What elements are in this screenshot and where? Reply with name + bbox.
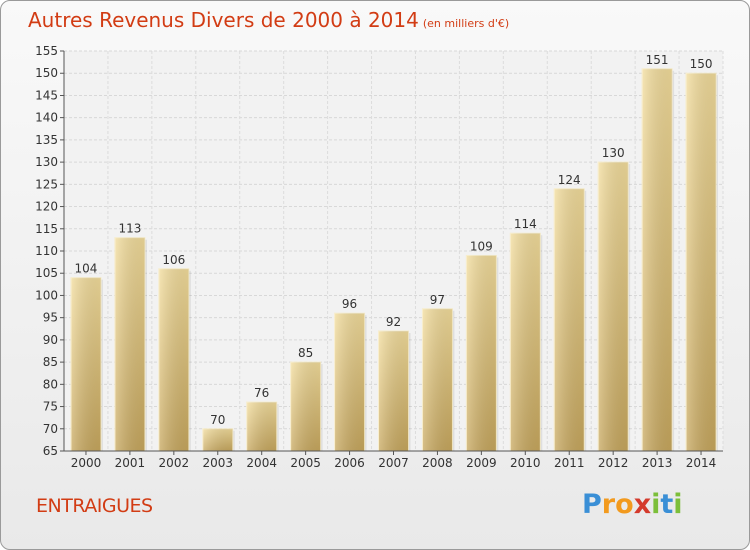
chart-title-text: Autres Revenus Divers de 2000 à 2014 [28,8,419,32]
y-tick-label: 140 [35,111,58,125]
bar-highlight [598,162,629,451]
logo-letter: r [601,489,616,520]
data-label-2009: 109 [470,239,493,253]
axis-layer: 65 70 75 80 85 90 95 100 105 110 115 120 125 130 135 14… [35,44,723,470]
bar-highlight [158,268,189,451]
y-tick-label: 85 [43,355,58,369]
y-tick-label: 135 [35,133,58,147]
logo-letter: i [673,489,683,520]
data-label-2007: 92 [386,315,401,329]
logo-letter: o [615,489,634,520]
place-name: ENTRAIGUES [36,495,153,517]
bar-highlight [70,277,101,451]
data-label-2006: 96 [342,297,357,311]
y-tick-label: 65 [43,444,58,458]
x-tick-label-2006: 2006 [334,456,365,470]
x-tick-label-2007: 2007 [378,456,409,470]
y-tick-label: 90 [43,333,58,347]
data-label-2010: 114 [514,217,537,231]
bar-highlight [114,237,145,451]
data-label-2001: 113 [118,222,141,236]
x-tick-label-2012: 2012 [598,456,629,470]
bar-highlight [422,308,453,451]
data-label-2005: 85 [298,346,313,360]
x-tick-label-2003: 2003 [202,456,233,470]
data-label-2012: 130 [602,146,625,160]
data-label-2003: 70 [210,413,225,427]
data-label-2011: 124 [558,173,581,187]
logo-letter: t [660,489,674,520]
chart-subtitle: (en milliers d'€) [422,17,510,30]
y-tick-label: 150 [35,66,58,80]
y-tick-label: 145 [35,88,58,102]
bar-highlight [466,255,497,451]
y-tick-label: 100 [35,288,58,302]
x-tick-label-2008: 2008 [422,456,453,470]
x-tick-label-2009: 2009 [466,456,497,470]
y-tick-label: 70 [43,422,58,436]
data-label-2004: 76 [254,386,269,400]
bar-highlight [378,331,409,451]
y-tick-label: 120 [35,200,58,214]
y-tick-label: 155 [35,44,58,58]
x-tick-label-2001: 2001 [115,456,146,470]
y-tick-label: 75 [43,400,58,414]
data-label-2014: 150 [690,57,713,71]
logo-letter: x [633,489,652,520]
x-tick-label-2013: 2013 [642,456,673,470]
x-tick-label-2000: 2000 [71,456,102,470]
data-label-2008: 97 [430,293,445,307]
x-tick-label-2004: 2004 [246,456,277,470]
y-tick-label: 95 [43,311,58,325]
data-label-2002: 106 [162,253,185,267]
bar-highlight [246,402,277,451]
y-tick-label: 115 [35,222,58,236]
x-tick-label-2014: 2014 [686,456,717,470]
y-tick-label: 80 [43,377,58,391]
x-tick-label-2010: 2010 [510,456,541,470]
chart-title: Autres Revenus Divers de 2000 à 2014 (en … [28,8,509,32]
y-tick-label: 105 [35,266,58,280]
bar-highlight [642,68,673,452]
logo-letter: P [582,489,602,520]
data-label-2000: 104 [75,262,98,276]
proxiti-logo: Proxiti [582,489,683,520]
y-tick-label: 125 [35,177,58,191]
bar-highlight [686,73,717,451]
x-tick-label-2002: 2002 [159,456,190,470]
bar-highlight [290,362,321,451]
data-label-2013: 151 [646,53,669,67]
bar-highlight [510,233,541,451]
y-tick-label: 130 [35,155,58,169]
bar-highlight [202,428,233,451]
x-tick-label-2005: 2005 [290,456,321,470]
logo-letter: i [651,489,661,520]
y-tick-label: 110 [35,244,58,258]
x-tick-label-2011: 2011 [554,456,585,470]
bar-highlight [554,188,585,451]
bar-layer [70,68,719,452]
bar-highlight [334,313,365,451]
